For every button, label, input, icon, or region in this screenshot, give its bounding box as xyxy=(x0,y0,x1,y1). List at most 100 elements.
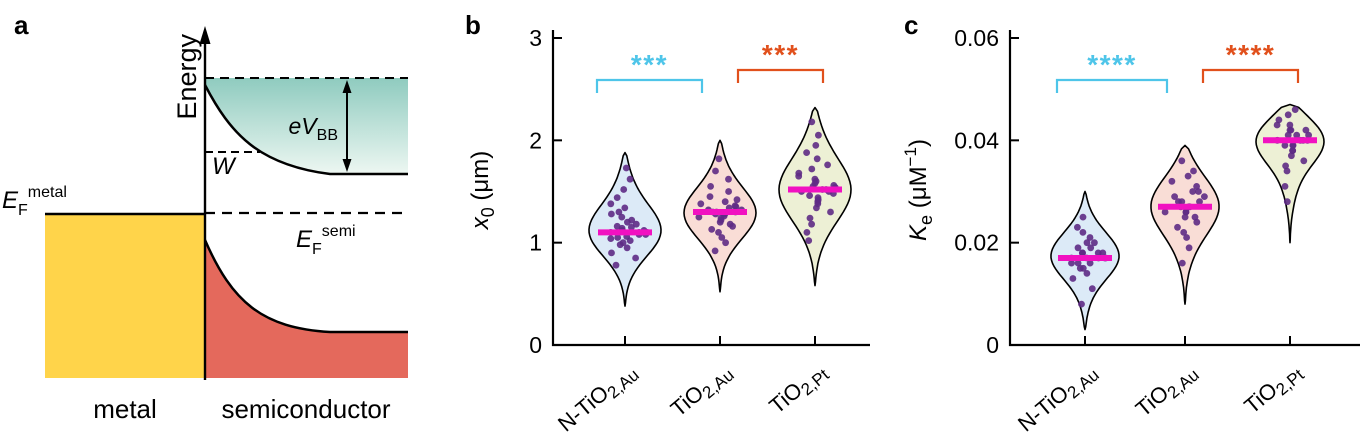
conduction-band-region xyxy=(205,78,408,174)
evbb-arrow-down-icon xyxy=(342,159,352,172)
data-point xyxy=(1291,106,1299,113)
ef-metal-sup: metal xyxy=(28,184,67,201)
data-point xyxy=(1300,157,1308,165)
data-point xyxy=(803,149,810,157)
data-point xyxy=(1284,131,1292,139)
data-point xyxy=(1287,126,1295,134)
data-point xyxy=(1074,244,1082,252)
evbb-label: eVBB xyxy=(289,113,338,144)
data-point xyxy=(619,239,627,247)
data-point xyxy=(1078,249,1086,257)
fermi-semi-label: EFsemi xyxy=(296,223,356,258)
data-point xyxy=(1193,218,1201,226)
ylabel-b-var: x xyxy=(467,216,494,230)
panel-label-a: a xyxy=(14,10,29,40)
data-point xyxy=(1282,162,1289,170)
data-point xyxy=(614,234,622,241)
data-point xyxy=(1171,193,1178,201)
data-point xyxy=(808,220,815,228)
valence-band-curve xyxy=(203,239,408,334)
data-point xyxy=(695,213,703,221)
data-point xyxy=(1091,239,1098,247)
semiconductor-caption: semiconductor xyxy=(221,394,390,424)
data-point xyxy=(1180,229,1188,236)
data-point xyxy=(1174,223,1181,231)
depletion-width-label: W xyxy=(212,153,237,180)
y-tick-label: 0.02 xyxy=(954,230,999,256)
data-point xyxy=(612,261,620,269)
data-point xyxy=(795,169,803,177)
data-point xyxy=(1161,208,1169,216)
data-point xyxy=(615,208,623,216)
data-point xyxy=(618,213,626,221)
evbb-base: eV xyxy=(289,113,320,139)
x-category-label: TiO2,Pt xyxy=(764,358,833,422)
data-point xyxy=(1087,244,1095,252)
data-point xyxy=(1201,193,1208,201)
ylabel-c-sub: e xyxy=(916,215,936,225)
data-point xyxy=(1289,142,1297,149)
data-point xyxy=(712,167,719,175)
significance-stars: **** xyxy=(1226,39,1276,70)
data-point xyxy=(1193,183,1200,190)
panel-label-c: c xyxy=(904,10,918,40)
data-point xyxy=(815,131,822,139)
metal-region xyxy=(45,215,205,378)
data-point xyxy=(718,234,726,241)
data-point xyxy=(1074,223,1081,231)
data-point xyxy=(1178,198,1186,206)
data-point xyxy=(1183,234,1190,241)
ef-semi-sup: semi xyxy=(322,223,356,240)
ylabel-b-sub: 0 xyxy=(478,207,498,217)
data-point xyxy=(1281,142,1289,149)
data-point xyxy=(1178,157,1186,165)
data-point xyxy=(607,200,615,208)
data-point xyxy=(697,200,705,208)
data-point xyxy=(726,220,734,228)
significance-stars: *** xyxy=(631,49,668,80)
ylabel-c-var: K xyxy=(905,224,932,241)
data-point xyxy=(733,196,741,204)
data-point xyxy=(725,175,732,183)
data-point xyxy=(632,220,640,228)
data-point xyxy=(722,239,729,247)
data-point xyxy=(628,223,635,231)
data-point xyxy=(1068,259,1075,267)
data-point xyxy=(1289,147,1296,155)
data-point xyxy=(1288,152,1295,160)
significance-bracket xyxy=(1055,78,1169,93)
data-point xyxy=(707,183,714,190)
ef-semi-sub: F xyxy=(312,241,322,258)
ef-metal-sub: F xyxy=(18,202,28,219)
data-point xyxy=(1302,126,1310,134)
data-point xyxy=(626,175,634,183)
significance-bracket xyxy=(595,78,704,93)
data-point xyxy=(1195,188,1202,195)
data-point xyxy=(1074,259,1082,267)
data-point xyxy=(1099,249,1107,257)
y-tick-label: 0 xyxy=(529,332,542,358)
data-point xyxy=(806,214,814,222)
data-point xyxy=(812,142,820,149)
x-category-label: N-TiO2,Au xyxy=(553,358,643,438)
data-point xyxy=(1286,121,1294,129)
data-point xyxy=(708,226,716,233)
data-point xyxy=(1086,259,1094,267)
data-point xyxy=(1078,300,1085,308)
data-point xyxy=(1284,111,1292,119)
data-point xyxy=(806,192,813,200)
metal-caption: metal xyxy=(93,394,157,424)
y-axis-label-b: x0 (μm) xyxy=(467,151,498,231)
ylabel-c-sup: −1 xyxy=(901,147,920,166)
data-point xyxy=(1273,121,1281,129)
ef-semi-base: E xyxy=(296,226,313,253)
data-point xyxy=(1083,270,1091,277)
data-point xyxy=(814,194,822,202)
data-point xyxy=(608,249,615,257)
data-point xyxy=(1079,264,1087,272)
data-point xyxy=(1191,213,1199,221)
data-point xyxy=(1083,239,1091,247)
data-point xyxy=(721,198,729,206)
